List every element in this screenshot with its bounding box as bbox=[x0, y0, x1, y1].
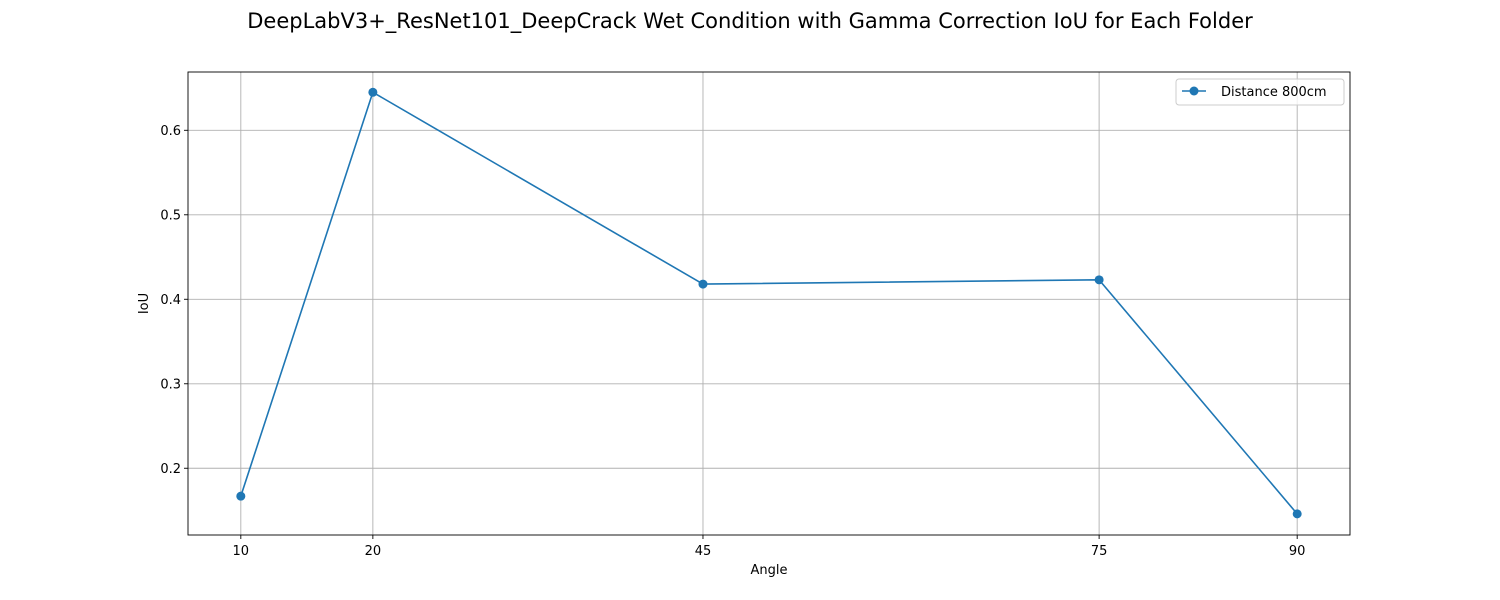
data-point bbox=[1292, 509, 1302, 519]
legend-box bbox=[1175, 78, 1345, 106]
x-tick-label: 90 bbox=[1289, 544, 1306, 559]
y-tick-label: 0.3 bbox=[160, 377, 181, 392]
axis-ticks: 10 20 45 75 90 0.2 0.3 0.4 0.5 0.6 bbox=[160, 124, 1305, 559]
data-point bbox=[698, 279, 708, 289]
legend-marker-swatch bbox=[1189, 86, 1199, 96]
data-point bbox=[368, 87, 378, 97]
x-tick-label: 75 bbox=[1091, 544, 1108, 559]
legend-label: Distance 800cm bbox=[1221, 85, 1327, 100]
y-tick-label: 0.5 bbox=[160, 208, 181, 223]
series-line bbox=[240, 91, 1298, 515]
x-tick-label: 10 bbox=[233, 544, 250, 559]
legend: Distance 800cm bbox=[1175, 78, 1345, 106]
x-tick-label: 45 bbox=[695, 544, 712, 559]
x-tick-label: 20 bbox=[365, 544, 382, 559]
y-tick-label: 0.2 bbox=[160, 462, 181, 477]
chart-title: DeepLabV3+_ResNet101_DeepCrack Wet Condi… bbox=[247, 9, 1253, 34]
x-axis-label: Angle bbox=[751, 563, 788, 578]
data-point bbox=[236, 491, 246, 501]
plot-area-frame bbox=[187, 71, 1351, 536]
y-axis-label: IoU bbox=[137, 293, 152, 314]
series-layer bbox=[236, 87, 1302, 519]
data-point bbox=[1094, 275, 1104, 285]
y-tick-label: 0.4 bbox=[160, 293, 181, 308]
y-tick-label: 0.6 bbox=[160, 124, 181, 139]
grid bbox=[188, 72, 1350, 535]
